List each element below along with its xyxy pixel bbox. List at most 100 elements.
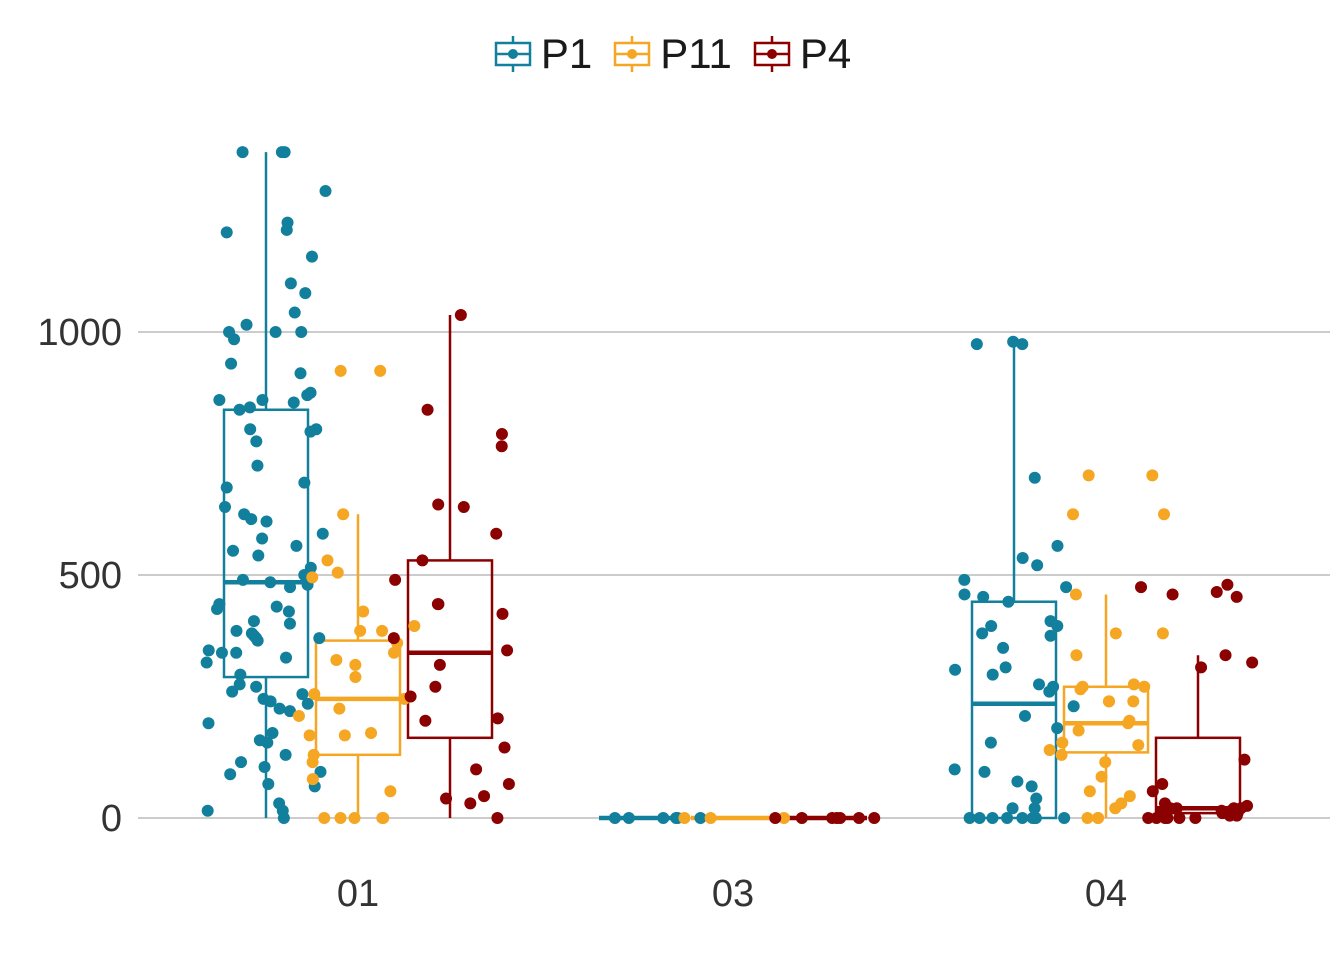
- point-P11: [1072, 724, 1085, 737]
- box-rect: [1062, 685, 1150, 754]
- point-P1: [260, 515, 273, 528]
- point-P1: [970, 338, 983, 351]
- point-P4: [1189, 812, 1202, 824]
- point-P1: [1018, 709, 1031, 722]
- point-P4: [1238, 753, 1251, 766]
- point-P4: [429, 680, 442, 693]
- point-P1: [256, 532, 269, 545]
- point-P1: [252, 549, 265, 562]
- point-P11: [1122, 717, 1135, 730]
- point-P1: [236, 573, 249, 586]
- point-P11: [357, 605, 370, 618]
- point-P4: [491, 812, 504, 824]
- x-tick-label: 03: [712, 873, 754, 915]
- point-P1: [657, 812, 670, 824]
- point-P4: [795, 812, 808, 824]
- point-P4: [389, 573, 402, 586]
- point-P1: [1051, 620, 1064, 633]
- point-P1: [282, 605, 295, 618]
- point-P11: [306, 773, 319, 786]
- point-P4: [1166, 588, 1179, 601]
- point-P11: [1081, 812, 1094, 824]
- axes: 0 500 1000 01 03 04: [37, 312, 1127, 915]
- point-P11: [1158, 508, 1171, 521]
- point-P1: [275, 146, 288, 159]
- point-P11: [1109, 802, 1122, 815]
- point-P11: [1146, 469, 1159, 482]
- point-P4: [852, 812, 865, 824]
- point-P1: [1033, 678, 1046, 691]
- point-P1: [245, 513, 258, 526]
- point-P11: [365, 726, 378, 739]
- point-P11: [1055, 748, 1068, 761]
- point-P4: [1246, 656, 1259, 669]
- point-P1: [958, 588, 971, 601]
- legend-label: P1: [540, 30, 593, 77]
- x-tick-label: 01: [337, 873, 379, 915]
- point-P4: [502, 777, 515, 790]
- point-P1: [264, 695, 277, 708]
- point-P1: [949, 663, 962, 676]
- point-P1: [224, 768, 237, 781]
- point-P1: [986, 668, 999, 681]
- point-P1: [1016, 551, 1029, 564]
- point-P1: [1043, 685, 1056, 698]
- point-P4: [454, 308, 467, 321]
- point-P1: [284, 581, 297, 594]
- point-P1: [266, 726, 279, 739]
- point-P1: [305, 250, 318, 263]
- point-P1: [250, 435, 263, 448]
- point-P11: [292, 709, 305, 722]
- point-P1: [608, 812, 621, 824]
- point-P11: [1069, 588, 1082, 601]
- point-P1: [1002, 595, 1015, 608]
- point-P11: [1127, 695, 1140, 708]
- point-P4: [498, 741, 511, 754]
- point-P1: [270, 600, 283, 613]
- point-P4: [1161, 812, 1174, 824]
- legend-label: P11: [660, 30, 732, 77]
- box-P1-04: [970, 341, 1058, 820]
- legend-item-P1: P1: [493, 33, 592, 75]
- point-P11: [1083, 785, 1096, 798]
- point-P11: [1127, 678, 1140, 691]
- point-P11: [1092, 812, 1105, 824]
- point-P11: [374, 364, 387, 377]
- box-P4-04: [1154, 655, 1242, 818]
- point-P1: [200, 656, 213, 669]
- point-P1: [976, 627, 989, 640]
- point-P1: [279, 748, 292, 761]
- point-P1: [1007, 335, 1020, 348]
- point-P11: [333, 702, 346, 715]
- point-P1: [233, 678, 246, 691]
- point-P1: [227, 544, 240, 557]
- point-P4: [470, 763, 483, 776]
- point-P1: [284, 277, 297, 290]
- point-P1: [211, 603, 224, 616]
- point-P1: [1030, 792, 1043, 805]
- point-P4: [1150, 812, 1163, 824]
- point-P4: [421, 403, 434, 416]
- point-P1: [1011, 775, 1024, 788]
- point-P11: [338, 729, 351, 742]
- point-P1: [243, 401, 256, 414]
- y-tick-label: 1000: [37, 312, 122, 354]
- point-P4: [495, 428, 508, 441]
- point-P11: [1082, 469, 1095, 482]
- point-P11: [388, 646, 401, 659]
- point-P1: [977, 590, 990, 603]
- point-P1: [1025, 780, 1038, 793]
- point-P1: [999, 661, 1012, 674]
- point-P11: [1099, 756, 1112, 769]
- point-P1: [258, 760, 271, 773]
- point-P1: [984, 736, 997, 749]
- x-tick-label: 04: [1085, 873, 1127, 915]
- point-P11: [334, 364, 347, 377]
- point-P4: [431, 598, 444, 611]
- y-tick-label: 0: [101, 798, 122, 840]
- point-P11: [349, 671, 362, 684]
- point-P11: [777, 812, 790, 824]
- point-P1: [280, 651, 293, 664]
- box-P11-04: [1062, 594, 1150, 818]
- legend: P1 P11 P4: [0, 24, 1344, 84]
